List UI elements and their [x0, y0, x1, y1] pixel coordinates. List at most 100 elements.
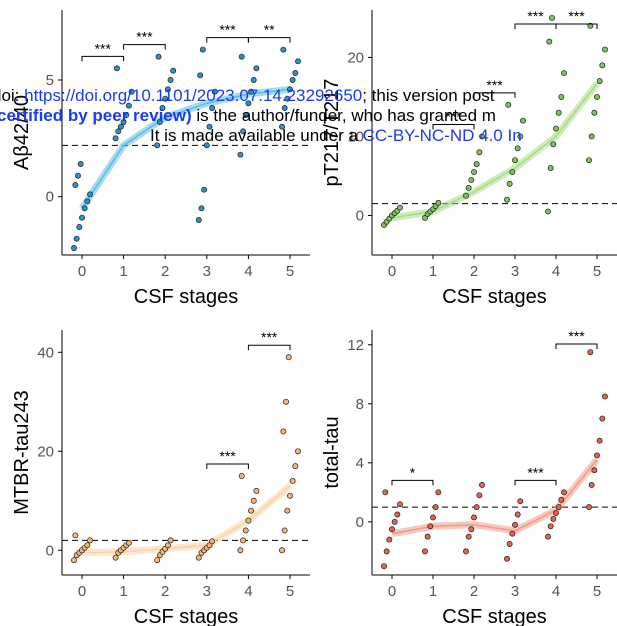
point: [284, 95, 291, 102]
x-tick-label: 0: [78, 583, 86, 600]
significance-label: ***: [527, 464, 544, 480]
point: [509, 169, 516, 175]
bracket: [247, 344, 291, 351]
point: [73, 235, 80, 242]
x-axis-label: CSF stages: [442, 286, 546, 308]
x-tick-label: 3: [203, 263, 211, 280]
significance-label: ***: [219, 448, 236, 464]
bracket: [432, 123, 475, 130]
point: [435, 489, 442, 496]
point: [283, 398, 289, 405]
point: [546, 38, 553, 45]
point: [87, 537, 93, 544]
point: [279, 123, 285, 130]
bracket: [123, 44, 166, 50]
significance-label: **: [264, 22, 275, 38]
point: [587, 22, 594, 29]
point: [209, 538, 216, 545]
point: [289, 478, 296, 484]
point: [76, 224, 83, 230]
x-tick-label: 4: [552, 263, 560, 280]
x-tick-label: 1: [429, 263, 437, 280]
watermark-link[interactable]: https://doi.org/10.1101/2023.07.14.23292…: [24, 86, 362, 105]
point: [250, 497, 257, 504]
trend-line: [81, 88, 291, 209]
point: [594, 452, 600, 459]
point: [240, 537, 247, 544]
significance-label: ***: [95, 40, 112, 56]
point: [471, 514, 477, 521]
point: [112, 135, 119, 142]
point: [424, 533, 431, 540]
watermark-text: ; this version post: [362, 86, 495, 105]
point: [506, 541, 513, 547]
bracket: [81, 55, 125, 62]
point: [248, 507, 255, 514]
watermark-link[interactable]: CC-BY-NC-ND 4.0 In: [363, 126, 522, 145]
bracket: [514, 23, 557, 29]
point: [211, 88, 218, 95]
point: [471, 169, 477, 175]
point: [463, 548, 469, 555]
point: [555, 109, 562, 116]
point: [292, 463, 299, 470]
x-tick-label: 4: [244, 263, 252, 280]
point: [599, 62, 606, 69]
point: [279, 547, 285, 554]
point: [586, 157, 592, 164]
bracket: [555, 23, 598, 29]
x-tick-label: 2: [470, 263, 478, 280]
bracket: [514, 479, 557, 486]
point: [465, 533, 472, 540]
significance-label: ***: [568, 328, 585, 344]
point: [602, 393, 608, 400]
point: [253, 487, 260, 494]
point: [591, 467, 598, 474]
point: [514, 145, 521, 152]
point: [517, 498, 524, 505]
point: [79, 214, 85, 221]
point: [77, 161, 84, 167]
watermark-text: is the author/funder, who has granted m: [192, 106, 496, 125]
point: [281, 527, 288, 534]
point: [550, 515, 557, 522]
point: [238, 53, 245, 60]
bracket: [206, 463, 249, 470]
significance-label: ***: [527, 8, 544, 24]
point: [209, 105, 216, 111]
point: [128, 88, 135, 95]
point: [602, 46, 608, 53]
y-axis-label: pT217/T217: [321, 79, 343, 187]
point: [245, 100, 252, 107]
point: [381, 563, 387, 570]
point: [155, 53, 162, 60]
point: [427, 523, 434, 530]
point: [599, 415, 606, 422]
x-tick-label: 2: [470, 583, 478, 600]
y-tick-label: 20: [347, 49, 364, 66]
point: [558, 93, 565, 100]
point: [295, 448, 301, 455]
point: [113, 65, 120, 72]
x-tick-label: 2: [161, 263, 169, 280]
point: [422, 548, 428, 555]
point: [125, 102, 132, 109]
x-tick-label: 1: [429, 583, 437, 600]
point: [422, 214, 428, 221]
significance-label: ***: [261, 329, 278, 345]
point: [242, 527, 249, 534]
point: [468, 176, 475, 183]
point: [553, 125, 559, 132]
point: [558, 496, 565, 503]
point: [242, 112, 249, 118]
point: [154, 142, 161, 149]
point: [479, 133, 485, 140]
y-tick-label: 5: [46, 72, 54, 89]
y-axis-label: Aβ42/40: [11, 95, 33, 170]
trend-line: [81, 485, 291, 554]
y-tick-label: 0: [46, 542, 54, 559]
x-tick-label: 3: [203, 583, 211, 600]
point: [504, 555, 510, 562]
watermark-line: It is made available under a CC-BY-NC-ND…: [150, 126, 522, 145]
y-tick-label: 4: [356, 455, 364, 472]
